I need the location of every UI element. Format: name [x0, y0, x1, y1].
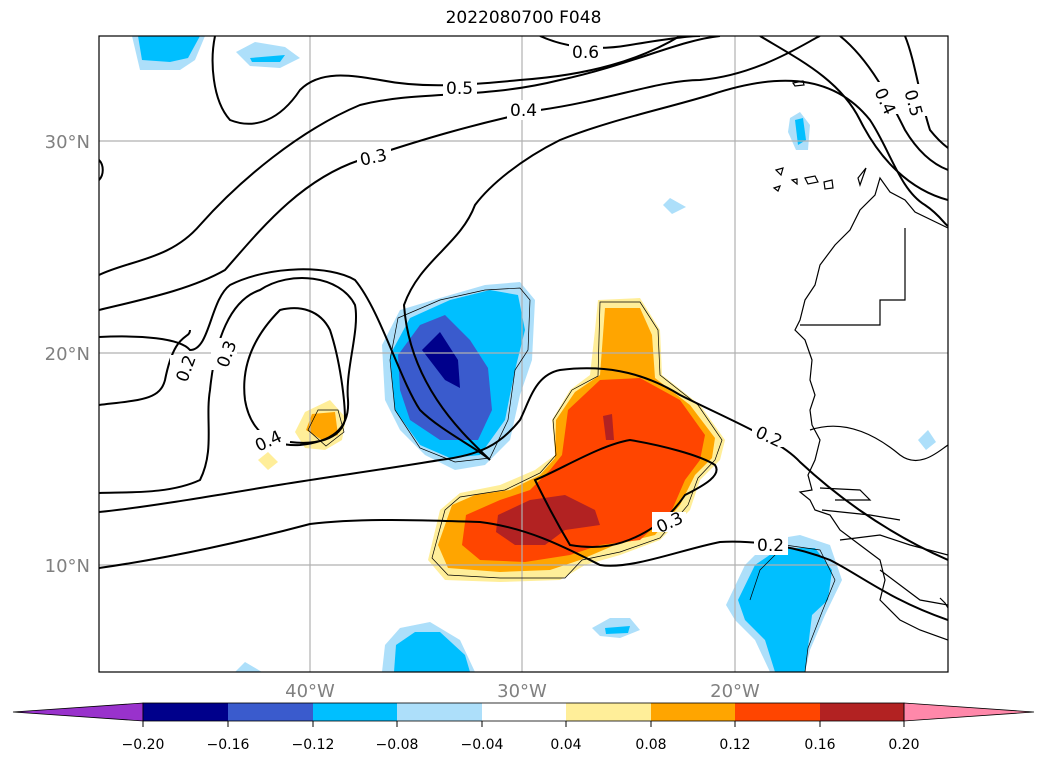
shade-outlines [307, 287, 836, 672]
colorbar-segment [820, 703, 904, 721]
colorbar-segment [482, 703, 566, 721]
lat-label: 30°N [45, 132, 90, 153]
colorbar-tick-label: 0.16 [804, 737, 835, 753]
colorbar-tick-label: −0.20 [122, 737, 165, 753]
colorbar-tick-label: −0.08 [376, 737, 419, 753]
colorbar-segment [651, 703, 735, 721]
map-frame [98, 35, 949, 673]
contour-label: 0.4 [510, 101, 537, 121]
colorbar-tick-label: 0.04 [550, 737, 581, 753]
coastlines [772, 80, 948, 641]
colorbar-tick-label: −0.04 [461, 737, 504, 753]
colorbar-segment [397, 703, 482, 721]
colorbar-segment [228, 703, 313, 721]
colorbar-segment [143, 703, 228, 721]
colorbar-tick-label: 0.12 [719, 737, 750, 753]
contour-lines [99, 36, 948, 621]
gridlines [99, 36, 948, 672]
colorbar-segment [735, 703, 820, 721]
colorbar-tick-label: −0.16 [207, 737, 250, 753]
colorbar-extend-high [903, 702, 1035, 722]
contour-label: 0.6 [572, 43, 599, 63]
colorbar-segment [313, 703, 397, 721]
colorbar-tick-label: 0.08 [635, 737, 666, 753]
colorbar-segment [566, 703, 651, 721]
colorbar: −0.20 −0.16 −0.12 −0.08 −0.04 0.04 0.08 … [12, 702, 1035, 753]
shaded-field [132, 36, 936, 672]
lat-label: 20°N [45, 344, 90, 365]
lat-label: 10°N [45, 556, 90, 577]
map-title: 2022080700 F048 [445, 8, 602, 28]
lon-label: 40°W [285, 681, 335, 702]
colorbar-extend-low [12, 702, 144, 722]
colorbar-tick-label: 0.20 [888, 737, 919, 753]
contour-label: 0.5 [446, 79, 473, 99]
lon-label: 20°W [710, 681, 760, 702]
contour-label: 0.2 [757, 536, 784, 556]
colorbar-tick-label: −0.12 [292, 737, 335, 753]
lon-label: 30°W [497, 681, 547, 702]
